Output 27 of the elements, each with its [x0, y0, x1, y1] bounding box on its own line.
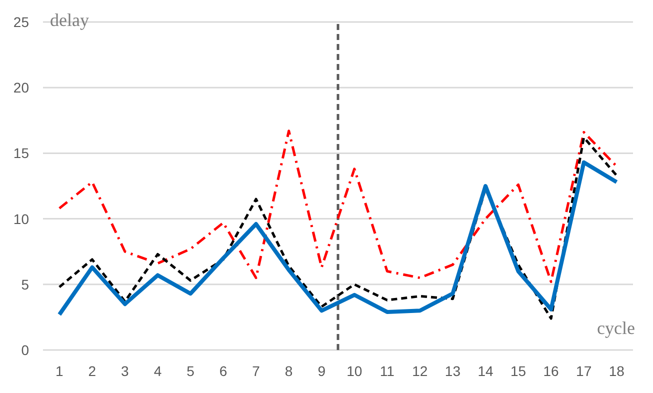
y-tick-label: 0	[21, 342, 30, 358]
x-tick-label: 4	[154, 362, 162, 379]
x-axis-title: cycle	[597, 318, 635, 339]
x-tick-label: 11	[380, 362, 395, 379]
x-tick-label: 8	[284, 362, 293, 379]
x-tick-label: 9	[318, 362, 326, 379]
x-tick-label: 16	[543, 362, 560, 379]
y-axis-title: delay	[50, 10, 89, 31]
x-tick-label: 5	[186, 362, 195, 379]
x-tick-label: 12	[412, 362, 428, 379]
x-tick-label: 3	[121, 362, 130, 379]
line-series	[58, 130, 618, 284]
y-tick-label: 5	[21, 276, 30, 292]
y-tick-label: 25	[13, 14, 30, 30]
x-tick-label: 10	[346, 362, 362, 379]
x-tick-label: 13	[444, 362, 461, 379]
x-tick-label: 17	[576, 362, 592, 379]
x-tick-label: 6	[219, 362, 228, 379]
x-tick-label: 1	[55, 362, 64, 379]
x-tick-label: 15	[510, 362, 526, 379]
x-tick-label: 7	[252, 362, 260, 379]
x-tick-label: 2	[88, 362, 96, 379]
y-tick-label: 20	[13, 80, 30, 96]
y-tick-label: 15	[13, 145, 30, 162]
x-tick-label: 14	[478, 362, 494, 379]
x-tick-label: 18	[608, 362, 625, 379]
y-tick-label: 10	[13, 210, 30, 227]
